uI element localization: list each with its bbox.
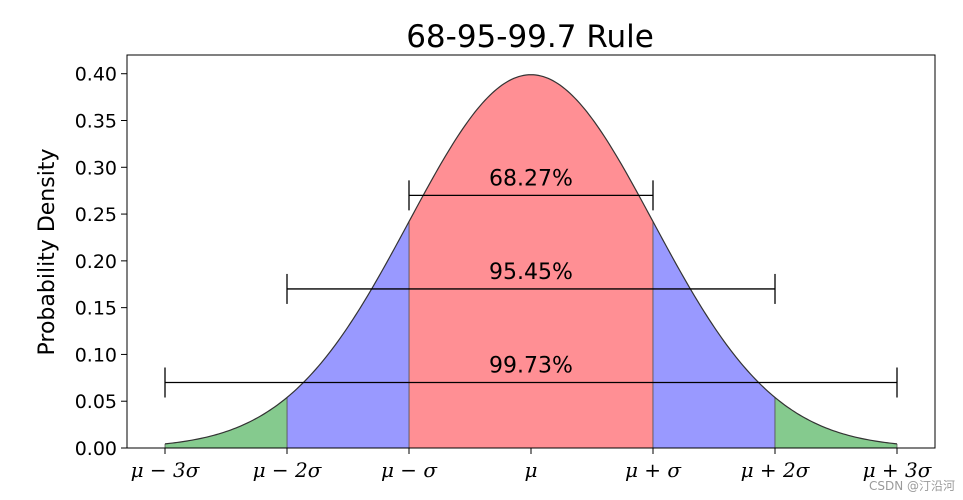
y-tick-label: 0.25 <box>75 204 117 226</box>
x-tick-label: μ + σ <box>625 458 682 482</box>
y-tick-label: 0.10 <box>75 344 117 366</box>
interval-label-1: 68.27% <box>489 166 573 191</box>
shaded-region-1 <box>409 74 653 448</box>
x-tick-label: μ − 2σ <box>253 458 323 482</box>
density-curve <box>164 74 898 445</box>
y-tick-label: 0.15 <box>75 298 117 320</box>
chart-title: 68-95-99.7 Rule <box>406 19 654 55</box>
y-tick-label: 0.05 <box>75 391 117 413</box>
x-tick-label: μ − 3σ <box>131 458 201 482</box>
x-tick-label: μ + 2σ <box>741 458 811 482</box>
y-tick-label: 0.00 <box>75 438 117 460</box>
x-tick-label: μ <box>525 458 538 482</box>
shaded-region-5 <box>775 397 897 448</box>
x-tick-label: μ + 3σ <box>863 458 933 482</box>
y-axis-label: Probability Density <box>35 149 60 356</box>
y-tick-label: 0.20 <box>75 251 117 273</box>
shaded-region-4 <box>165 397 287 448</box>
x-tick-label: μ − σ <box>381 458 438 482</box>
interval-label-2: 95.45% <box>489 260 573 285</box>
y-tick-label: 0.35 <box>75 111 117 133</box>
watermark-text: CSDN @汀沿河 <box>868 479 955 493</box>
y-tick-label: 0.30 <box>75 157 117 179</box>
interval-label-3: 99.73% <box>489 354 573 379</box>
y-tick-label: 0.40 <box>75 64 117 86</box>
